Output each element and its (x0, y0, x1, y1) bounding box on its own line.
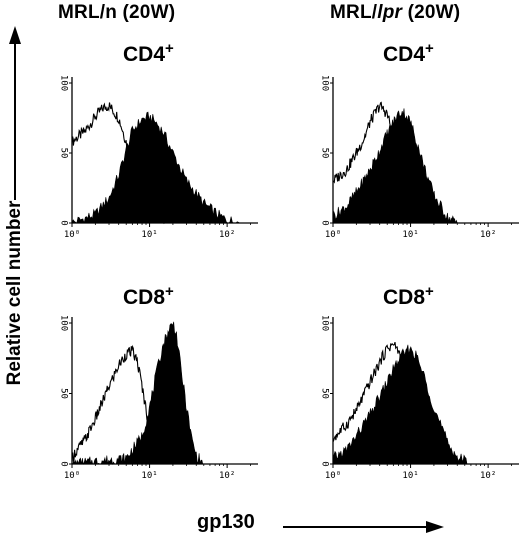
panel-title-2: CD8+ (123, 283, 174, 310)
x-tick-label: 10⁰ (325, 471, 341, 481)
column-title-suffix: (20W) (402, 2, 461, 23)
column-title-mrl-lpr: MRL/lpr (20W) (330, 2, 460, 24)
panel-title-sup: + (425, 40, 434, 57)
y-tick-label: 0 (320, 220, 330, 225)
column-title-mrl-n: MRL/n (20W) (58, 2, 175, 24)
filled-histogram (71, 111, 241, 224)
x-axis-arrow-head (426, 521, 444, 533)
y-tick-label: 100 (59, 315, 69, 331)
y-tick-label: 50 (320, 388, 330, 399)
column-title-italic: lpr (377, 2, 403, 23)
x-tick-label: 10⁰ (64, 230, 80, 240)
panel-title-sup: + (165, 40, 174, 57)
histogram-panel: 0 50 100 10⁰ 10¹ 10² (320, 75, 519, 240)
x-tick-label: 10¹ (141, 230, 157, 240)
x-tick-label: 10⁰ (64, 471, 80, 481)
column-title-prefix: MRL/ (330, 2, 378, 23)
y-tick-label: 100 (320, 75, 330, 91)
x-tick-label: 10² (480, 471, 496, 481)
panel-title-3: CD8+ (383, 283, 434, 310)
filled-histogram (332, 108, 458, 224)
column-title-text: MRL/n (20W) (58, 2, 176, 23)
y-tick-label: 50 (320, 148, 330, 159)
x-tick-label: 10⁰ (325, 230, 341, 240)
panel-title-base: CD4 (383, 43, 426, 66)
y-tick-label: 0 (320, 461, 330, 466)
panel-title-1: CD4+ (383, 40, 434, 67)
y-axis-arrow-head (9, 26, 21, 44)
y-tick-label: 50 (59, 388, 69, 399)
panel-title-sup: + (425, 283, 434, 300)
x-tick-label: 10¹ (141, 471, 157, 481)
filled-histogram (72, 321, 204, 465)
x-tick-label: 10¹ (402, 230, 418, 240)
y-tick-label: 0 (59, 220, 69, 225)
y-tick-label: 100 (320, 315, 330, 331)
y-tick-label: 0 (59, 461, 69, 466)
filled-histogram (332, 344, 471, 465)
y-tick-label: 100 (59, 75, 69, 91)
histogram-panel: 0 50 100 10⁰ 10¹ 10² (320, 315, 519, 481)
x-tick-label: 10² (219, 230, 235, 240)
x-tick-label: 10² (480, 230, 496, 240)
panel-title-base: CD8 (123, 286, 166, 309)
panel-title-sup: + (165, 283, 174, 300)
x-tick-label: 10¹ (402, 471, 418, 481)
x-tick-label: 10² (219, 471, 235, 481)
panel-title-base: CD8 (383, 286, 426, 309)
histogram-panel: 0 50 100 10⁰ 10¹ 10² (59, 315, 258, 481)
y-tick-label: 50 (59, 148, 69, 159)
x-axis-label: gp130 (197, 511, 255, 533)
panel-title-base: CD4 (123, 43, 166, 66)
panel-title-0: CD4+ (123, 40, 174, 67)
histogram-panel: 0 50 100 10⁰ 10¹ 10² (59, 75, 258, 240)
